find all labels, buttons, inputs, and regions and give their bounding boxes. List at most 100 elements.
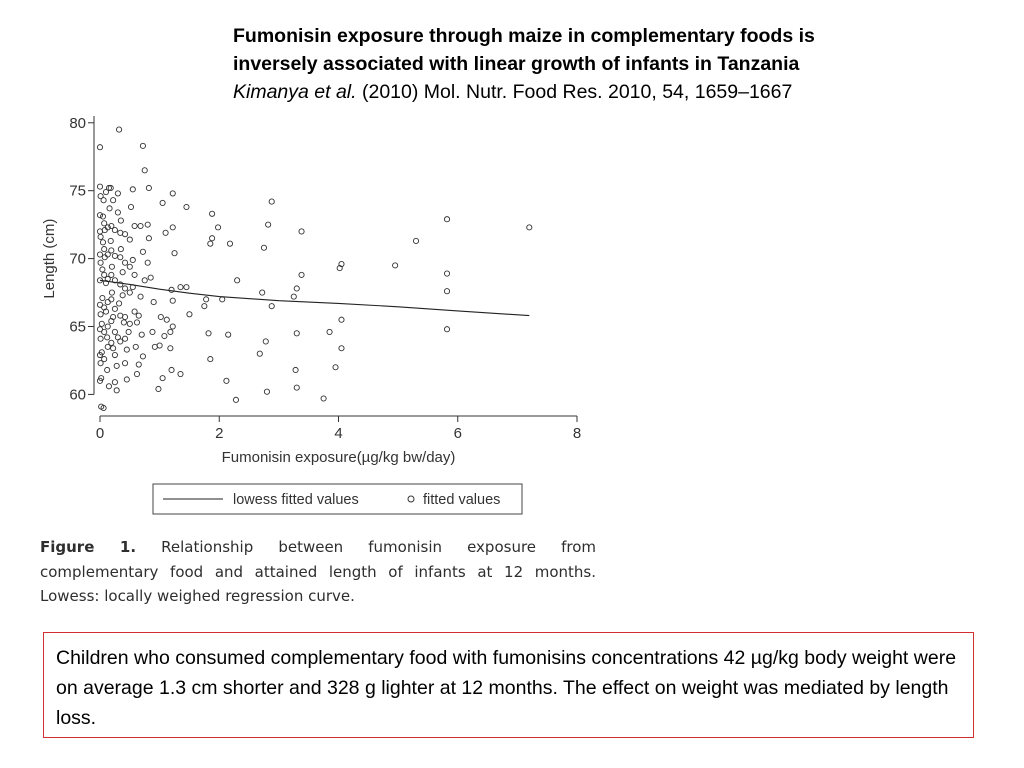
citation-source: (2010) Mol. Nutr. Food Res. 2010, 54, 16… xyxy=(356,81,793,103)
y-tick-label: 70 xyxy=(69,251,86,268)
scatter-point xyxy=(150,299,157,306)
scatter-point xyxy=(167,328,174,335)
scatter-point xyxy=(293,384,300,391)
scatter-point xyxy=(101,246,108,253)
scatter-point xyxy=(209,210,216,217)
scatter-point xyxy=(207,240,214,247)
scatter-point xyxy=(98,375,105,382)
scatter-point xyxy=(186,311,193,318)
scatter-point xyxy=(205,330,212,337)
scatter-point xyxy=(262,338,269,345)
scatter-point xyxy=(526,224,533,231)
scatter-point xyxy=(263,388,270,395)
scatter-point xyxy=(106,205,113,212)
scatter-point xyxy=(145,235,152,242)
scatter-point xyxy=(298,228,305,235)
scatter-point xyxy=(117,217,124,224)
scatter-point xyxy=(177,370,184,378)
scatter-point xyxy=(116,126,123,133)
scatter-point xyxy=(110,345,117,352)
scatter-point xyxy=(116,300,123,307)
scatter-chart: 60 65 70 75 80 0 2 4 6 8 Fumonisin exposure(µg/kg … xyxy=(41,115,581,515)
scatter-point xyxy=(392,262,399,269)
x-tick-label: 6 xyxy=(454,425,462,442)
scatter-point xyxy=(108,289,115,296)
scatter-point xyxy=(168,286,175,293)
scatter-point xyxy=(97,311,104,318)
y-tick-label: 65 xyxy=(69,319,86,336)
scatter-point xyxy=(135,361,142,368)
scatter-point xyxy=(292,366,299,374)
scatter-point xyxy=(113,362,120,369)
scatter-point xyxy=(96,326,104,333)
scatter-point xyxy=(177,284,184,291)
slide-title-line-1: Fumonisin exposure through maize in comp… xyxy=(233,25,815,47)
scatter-point xyxy=(332,364,339,371)
scatter-point xyxy=(443,270,451,277)
slide-header: Fumonisin exposure through maize in comp… xyxy=(233,22,1013,106)
scatter-point xyxy=(169,323,176,330)
scatter-point xyxy=(159,375,166,382)
y-axis-label: Length (cm) xyxy=(41,219,58,299)
scatter-point xyxy=(225,331,232,338)
scatter-point xyxy=(101,271,108,278)
scatter-point xyxy=(298,271,305,278)
scatter-point xyxy=(108,222,115,230)
scatter-point xyxy=(149,328,156,335)
scatter-point xyxy=(183,203,190,211)
scatter-point xyxy=(96,251,104,258)
scatter-point xyxy=(117,338,124,345)
scatter-point xyxy=(168,366,175,374)
chart-marks xyxy=(96,126,533,412)
scatter-point xyxy=(121,259,129,266)
chart-legend: lowess fitted values fitted values xyxy=(152,483,523,515)
scatter-point xyxy=(111,252,118,259)
scatter-point xyxy=(131,271,138,278)
scatter-point xyxy=(132,343,139,350)
legend-label-lowess: lowess fitted values xyxy=(233,492,359,508)
scatter-point xyxy=(111,328,118,335)
scatter-point xyxy=(183,284,190,291)
x-tick-label: 4 xyxy=(334,425,342,442)
scatter-point xyxy=(117,281,124,288)
summary-text: Children who consumed complementary food… xyxy=(56,647,957,729)
legend-label-fitted: fitted values xyxy=(423,492,500,508)
scatter-point xyxy=(293,330,300,337)
scatter-point xyxy=(99,239,107,246)
scatter-point xyxy=(125,328,132,335)
scatter-point xyxy=(209,235,216,242)
scatter-point xyxy=(101,328,108,335)
scatter-point xyxy=(139,353,146,360)
scatter-point xyxy=(141,167,148,174)
scatter-point xyxy=(105,383,112,390)
x-tick-label: 0 xyxy=(96,425,104,442)
scatter-point xyxy=(99,294,106,302)
scatter-point xyxy=(162,229,169,236)
scatter-point xyxy=(139,248,146,255)
scatter-point xyxy=(137,293,144,300)
y-tick-label: 80 xyxy=(69,115,86,132)
scatter-point xyxy=(120,319,127,326)
scatter-point xyxy=(97,259,104,266)
scatter-point xyxy=(256,350,263,357)
scatter-point xyxy=(96,212,104,219)
scatter-point xyxy=(293,285,300,292)
scatter-point xyxy=(139,142,146,149)
scatter-point xyxy=(100,404,107,412)
scatter-point xyxy=(159,199,166,206)
scatter-point xyxy=(114,190,121,197)
scatter-point xyxy=(123,376,130,383)
scatter-point xyxy=(234,277,241,284)
scatter-point xyxy=(127,203,135,211)
scatter-point xyxy=(101,356,108,363)
scatter-point xyxy=(108,271,115,278)
scatter-point xyxy=(101,220,108,227)
scatter-point xyxy=(108,247,115,254)
scatter-point xyxy=(99,213,107,220)
scatter-point xyxy=(108,339,115,346)
scatter-point xyxy=(443,326,451,333)
scatter-point xyxy=(96,351,104,359)
scatter-point xyxy=(121,335,129,342)
scatter-point xyxy=(133,319,141,326)
scatter-point xyxy=(126,263,133,270)
